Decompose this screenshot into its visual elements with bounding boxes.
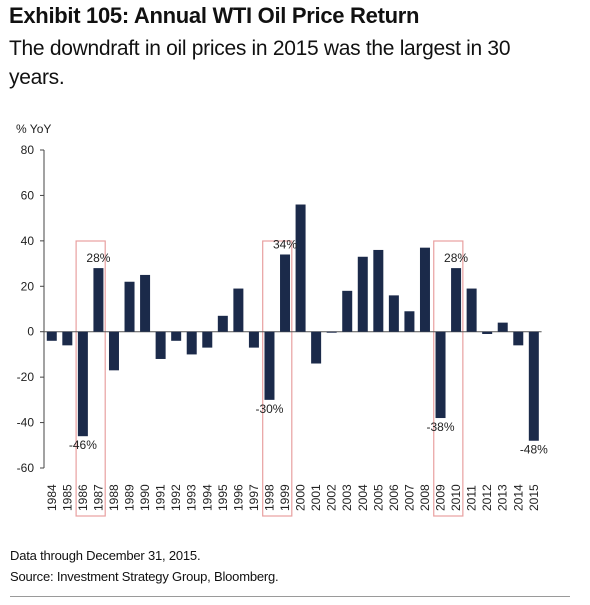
y-tick-label: 80 (21, 143, 35, 157)
data-label-1987: 28% (86, 251, 110, 265)
bar-2006 (388, 295, 399, 332)
y-tick-label: -20 (17, 370, 35, 384)
x-tick-label: 1990 (138, 484, 152, 511)
x-tick-label: 2008 (418, 484, 432, 511)
chart-subtitle: The downdraft in oil prices in 2015 was … (9, 37, 511, 89)
bottom-divider (10, 596, 570, 597)
source-note: Source: Investment Strategy Group, Bloom… (10, 569, 279, 584)
bar-1997 (248, 331, 259, 348)
bar-1995 (217, 315, 228, 332)
x-tick-label: 1998 (262, 484, 276, 511)
data-label-2009: -38% (427, 420, 455, 434)
bar-1988 (108, 331, 119, 371)
bar-chart: % YoY 80 60 40 20 0 -20 -40 -60 -46% 28% -30% 34% -3… (16, 122, 548, 517)
x-tick-label: 1996 (231, 484, 245, 511)
x-tick-label: 1986 (76, 484, 90, 511)
bar-2010 (451, 268, 462, 332)
x-tick-label: 1985 (60, 484, 74, 511)
y-tick-label: 0 (27, 325, 34, 339)
bar-2001 (311, 331, 322, 364)
x-tick-label: 2014 (511, 484, 525, 511)
bar-1992 (171, 331, 182, 341)
x-tick-label: 1987 (91, 484, 105, 511)
x-tick-label: 1993 (185, 484, 199, 511)
bar-1989 (124, 281, 135, 332)
x-tick-label: 2004 (356, 484, 370, 511)
bar-1986 (77, 331, 88, 437)
bar-2005 (373, 249, 384, 332)
bar-1996 (233, 288, 244, 332)
x-tick-label: 2000 (294, 484, 308, 511)
bar-2012 (482, 331, 493, 334)
x-tick-label: 1989 (123, 484, 137, 511)
x-tick-label: 2005 (371, 484, 385, 511)
bar-2014 (513, 331, 524, 346)
bar-1991 (155, 331, 166, 359)
y-tick-label: 40 (21, 234, 35, 248)
x-tick-label: 1984 (45, 484, 59, 511)
highlight-box (433, 240, 464, 517)
data-note: Data through December 31, 2015. (10, 548, 201, 563)
x-tick-label: 2011 (465, 485, 479, 511)
bar-1999 (280, 254, 291, 332)
bar-2013 (497, 322, 508, 332)
y-tick-label: -40 (17, 416, 35, 430)
bar-2009 (435, 331, 446, 419)
x-tick-label: 2010 (449, 484, 463, 511)
bar-2003 (342, 290, 353, 332)
highlight-box (262, 240, 293, 517)
x-tick-label: 1994 (200, 484, 214, 511)
y-tick-label: -60 (17, 461, 35, 475)
bar-1985 (62, 331, 73, 346)
bar-2015 (528, 331, 539, 441)
bar-2011 (466, 288, 477, 332)
data-label-1986: -46% (69, 438, 97, 452)
highlight-box (75, 240, 106, 517)
data-label-1998: -30% (255, 402, 283, 416)
y-tick-label: 20 (21, 279, 35, 293)
bar-1987 (93, 268, 104, 332)
y-tick-label: 60 (21, 188, 35, 202)
bar-2002 (326, 331, 337, 333)
bar-1984 (46, 331, 57, 341)
data-label-1999: 34% (273, 237, 297, 251)
bar-1993 (186, 331, 197, 355)
x-tick-label: 2003 (340, 484, 354, 511)
x-tick-label: 2009 (434, 484, 448, 511)
x-tick-label: 1999 (278, 484, 292, 511)
bar-2008 (419, 247, 430, 332)
x-tick-label: 2013 (496, 484, 510, 511)
x-tick-label: 2015 (527, 484, 541, 511)
bar-2000 (295, 204, 306, 332)
x-tick-label: 1995 (216, 484, 230, 511)
x-tick-label: 2012 (480, 484, 494, 511)
data-label-2010: 28% (444, 251, 468, 265)
data-label-2015: -48% (520, 443, 548, 457)
bar-1990 (140, 274, 151, 332)
x-tick-label: 2006 (387, 484, 401, 511)
bar-1994 (202, 331, 213, 348)
x-tick-label: 2007 (402, 484, 416, 511)
bar-2004 (357, 256, 368, 332)
x-tick-label: 1992 (169, 484, 183, 511)
exhibit-title: Exhibit 105: Annual WTI Oil Price Return (9, 3, 420, 28)
x-tick-label: 1988 (107, 484, 121, 511)
x-tick-label: 1997 (247, 484, 261, 511)
y-axis-label: % YoY (16, 122, 51, 136)
bar-1998 (264, 331, 275, 400)
bar-2007 (404, 311, 415, 332)
x-tick-label: 2002 (325, 484, 339, 511)
x-tick-label: 1991 (154, 484, 168, 511)
x-tick-label: 2001 (309, 484, 323, 511)
